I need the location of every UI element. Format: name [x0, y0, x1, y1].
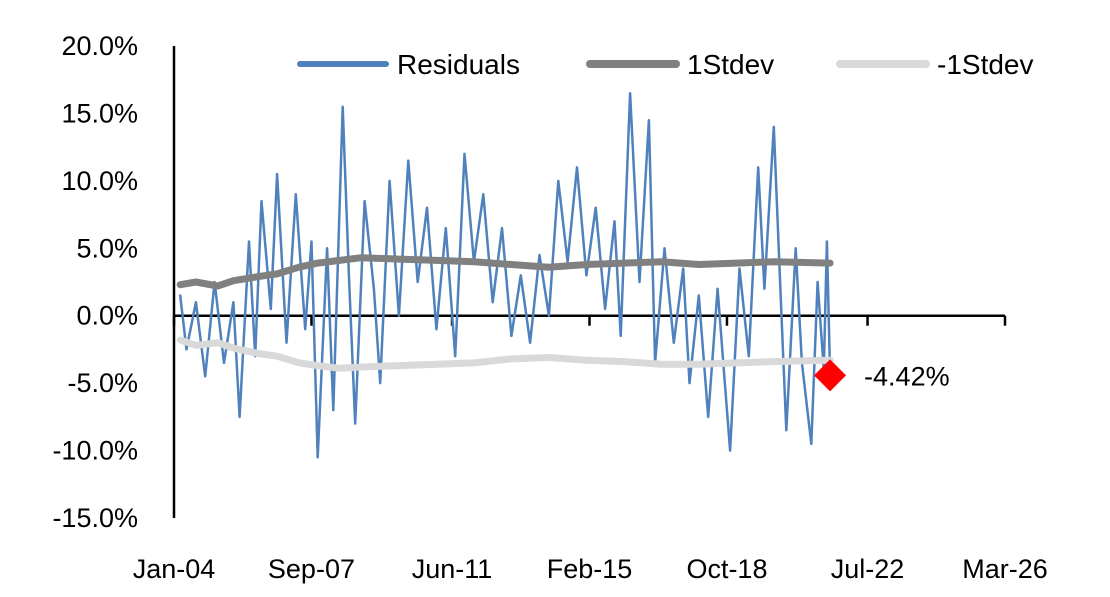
- y-tick-label: 15.0%: [61, 98, 138, 128]
- legend-label: -1Stdev: [937, 49, 1034, 80]
- y-tick-label: -15.0%: [52, 503, 138, 533]
- x-tick-label: Oct-18: [686, 554, 767, 584]
- y-tick-label: 20.0%: [61, 31, 138, 61]
- series-line-residuals: [178, 91, 832, 459]
- x-tick-label: Jul-22: [831, 554, 905, 584]
- legend-label: Residuals: [397, 49, 520, 80]
- series-line-1stdev: [176, 254, 834, 290]
- legend: Residuals 1Stdev -1Stdev: [297, 49, 1034, 80]
- x-tick-label: Mar-26: [962, 554, 1048, 584]
- x-tick-label: Jan-04: [133, 554, 216, 584]
- series-group: [176, 91, 834, 459]
- series-line-1stdev: [176, 336, 834, 372]
- y-tick-label: 0.0%: [76, 301, 138, 331]
- x-tick-label: Jun-11: [412, 554, 493, 584]
- annotation-label: -4.42%: [864, 361, 950, 391]
- axes-group: 20.0% 15.0% 10.0% 5.0% 0.0% -5.0% -10.0% -15.0%…: [52, 31, 1047, 584]
- x-tick-label: Feb-15: [547, 554, 633, 584]
- y-tick-label: 5.0%: [76, 233, 138, 263]
- y-tick-label: -10.0%: [52, 436, 138, 466]
- x-tick-label: Sep-07: [268, 554, 355, 584]
- y-tick-label: -5.0%: [67, 368, 138, 398]
- y-tick-label: 10.0%: [61, 166, 138, 196]
- legend-label: 1Stdev: [687, 49, 774, 80]
- annotation-group: -4.42%: [814, 359, 950, 392]
- annotation-diamond-marker: [814, 359, 847, 392]
